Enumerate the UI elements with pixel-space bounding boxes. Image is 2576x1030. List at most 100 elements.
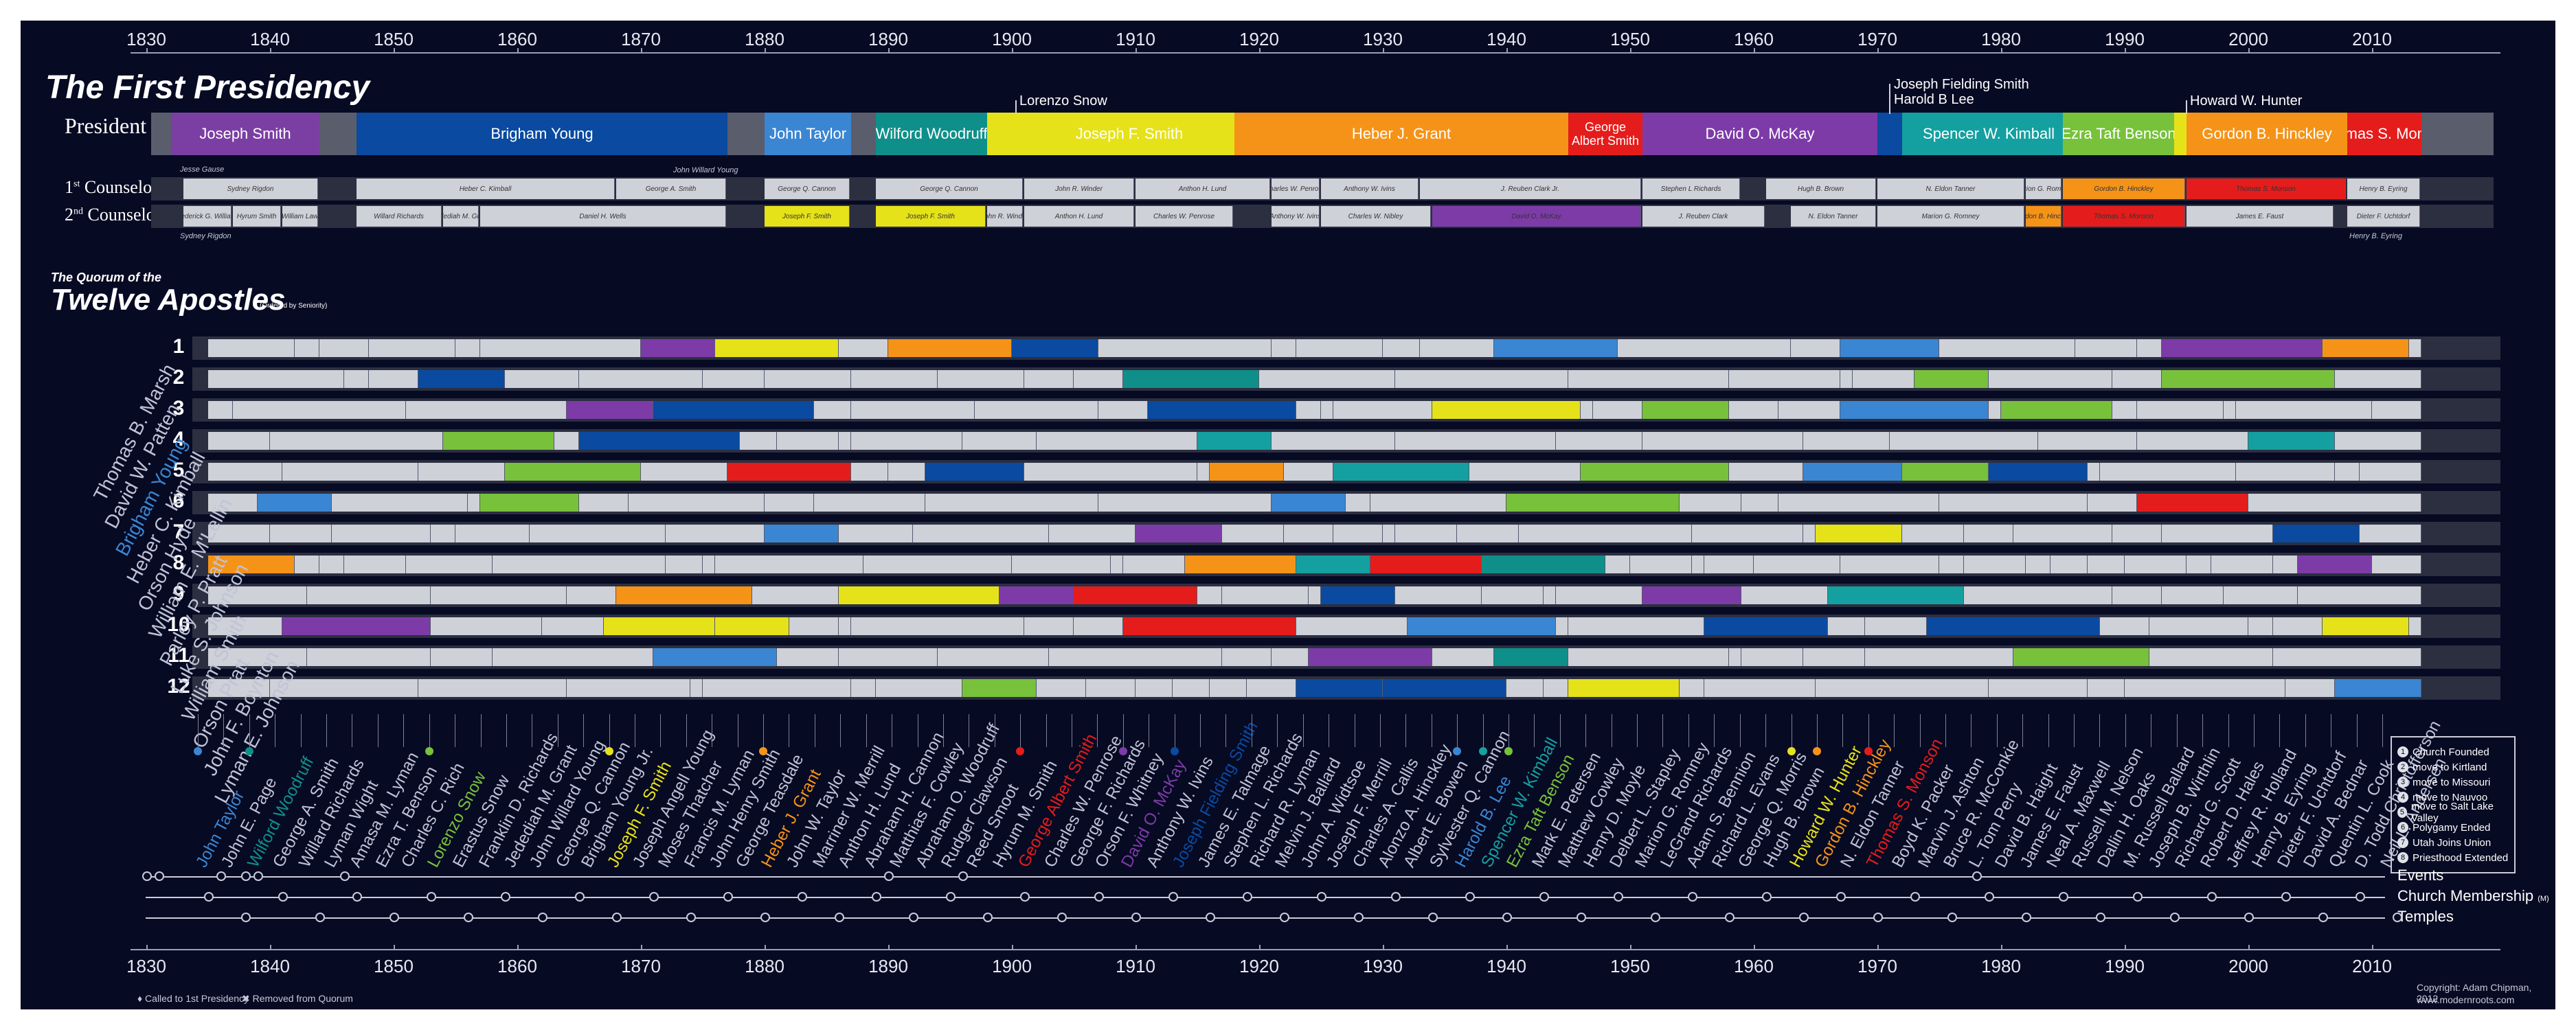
- quorum-segment: [2088, 463, 2100, 481]
- apostle-connector: [2305, 714, 2306, 747]
- quorum-segment: [2335, 432, 2421, 450]
- quorum-segment: [1803, 432, 1890, 450]
- quorum-segment: [1865, 617, 1927, 635]
- event-dot: [142, 871, 152, 881]
- quorum-segment: [1296, 339, 1383, 357]
- apostle-connector: [2048, 714, 2049, 747]
- quorum-segment: [2137, 494, 2248, 512]
- quorum-segment: [1816, 679, 1989, 697]
- quorum-segment: [1333, 525, 1383, 542]
- quorum-segment: [1272, 432, 1395, 450]
- apostle-connector: [2279, 714, 2281, 747]
- membership-dot: [872, 892, 881, 902]
- quorum-segment: [962, 432, 1037, 450]
- quorum-segment: [505, 463, 641, 481]
- quorum-segment: [1037, 679, 1086, 697]
- quorum-segment: [2335, 679, 2421, 697]
- top-axis-year: 2000: [2228, 29, 2268, 49]
- top-axis-year: 1890: [868, 29, 908, 49]
- top-axis-year: 2010: [2352, 29, 2392, 49]
- quorum-segment: [1383, 525, 1395, 542]
- bottom-axis-tick: [2248, 945, 2250, 950]
- bottom-axis-year: 1870: [621, 956, 661, 976]
- apostle-marker-dot: [1016, 747, 1025, 755]
- bottom-axis-tick: [1630, 945, 1631, 950]
- credit-site: www.modernroots.com: [2417, 994, 2515, 1005]
- president-bar: Ezra Taft Benson: [2063, 113, 2174, 155]
- quorum-segment: [307, 586, 431, 604]
- quorum-segment: [406, 401, 567, 419]
- bottom-axis-year: 1840: [250, 956, 290, 976]
- quorum-segment: [1309, 648, 1432, 666]
- bottom-axis-tick: [1012, 945, 1013, 950]
- callout-harold-b-lee: Harold B Lee: [1894, 92, 1974, 107]
- apostle-connector: [1559, 714, 1561, 747]
- temples-label: Temples: [2397, 908, 2454, 925]
- quorum-segment: [1803, 525, 1816, 542]
- quorum-segment: [270, 679, 418, 697]
- temple-dot: [1354, 913, 1364, 922]
- bottom-axis-year: 1980: [1981, 956, 2021, 976]
- quorum-segment: [1123, 556, 1185, 573]
- apostle-marker-dot: [425, 747, 433, 755]
- temple-dot: [1725, 913, 1735, 922]
- quorum-segment: [258, 494, 332, 512]
- president-bar: Thomas S. Monson: [2347, 113, 2421, 155]
- top-axis-tick: [641, 48, 642, 54]
- quorum-segment: [1420, 339, 1494, 357]
- legend-label: move to Nauvoo: [2413, 791, 2488, 803]
- quorum-segment: [1568, 370, 1729, 388]
- quorum-segment: [629, 494, 765, 512]
- quorum-segment: [2026, 556, 2050, 573]
- quorum-segment: [1074, 617, 1123, 635]
- quorum-segment: [1741, 586, 1828, 604]
- quorum-segment: [1210, 463, 1284, 481]
- seniority-number: 5: [172, 459, 185, 481]
- quorum-segment: [2162, 370, 2335, 388]
- apostle-connector: [763, 714, 765, 747]
- apostle-connector: [1302, 714, 1304, 747]
- event-dot: [340, 871, 350, 881]
- quorum-segment: [1482, 586, 1544, 604]
- quorum-segment: [1939, 494, 2088, 512]
- quorum-segment: [1469, 463, 1581, 481]
- quorum-segment: [418, 679, 567, 697]
- quorum-segment: [208, 494, 258, 512]
- apostle-marker-dot: [1787, 747, 1796, 755]
- apostle-connector: [1868, 714, 1869, 747]
- legend-number: 6: [2397, 822, 2408, 833]
- quorum-segment: [851, 432, 962, 450]
- apostle-connector: [2253, 714, 2255, 747]
- quorum-segment: [604, 617, 715, 635]
- quorum-segment: [1581, 463, 1729, 481]
- bottom-axis-year: 2000: [2228, 956, 2268, 976]
- quorum-segment: [2273, 525, 2360, 542]
- quorum-segment: [2137, 401, 2224, 419]
- quorum-segment: [1296, 401, 1321, 419]
- counselor-segment: Willard Richards: [357, 206, 442, 227]
- quorum-segment: [715, 556, 863, 573]
- quorum-segment: [208, 463, 282, 481]
- membership-dot: [1762, 892, 1772, 902]
- apostle-connector: [1020, 714, 1021, 747]
- legend-number: 2: [2397, 762, 2408, 772]
- quorum-segment: [455, 525, 530, 542]
- quorum-segment: [2335, 370, 2421, 388]
- bottom-axis-tick: [1754, 945, 1755, 950]
- quorum-segment: [1803, 463, 1902, 481]
- quorum-segment: [1272, 648, 1309, 666]
- quorum-segment: [282, 463, 418, 481]
- quorum-segment: [332, 525, 431, 542]
- apostle-connector: [1714, 714, 1715, 747]
- quorum-segment: [369, 370, 418, 388]
- quorum-segment: [1012, 339, 1098, 357]
- quorum-segment: [1556, 617, 1568, 635]
- apostle-marker-dot: [1478, 747, 1487, 755]
- callout-line-jfs: [1889, 84, 1890, 114]
- top-axis-tick: [2125, 48, 2126, 54]
- apostle-connector: [480, 714, 482, 747]
- legend-item: 1 Church Founded: [2397, 744, 2509, 759]
- bottom-axis-tick: [2372, 945, 2373, 950]
- quorum-segment: [703, 370, 765, 388]
- counselor-segment: J. Reuben Clark Jr.: [1420, 179, 1641, 199]
